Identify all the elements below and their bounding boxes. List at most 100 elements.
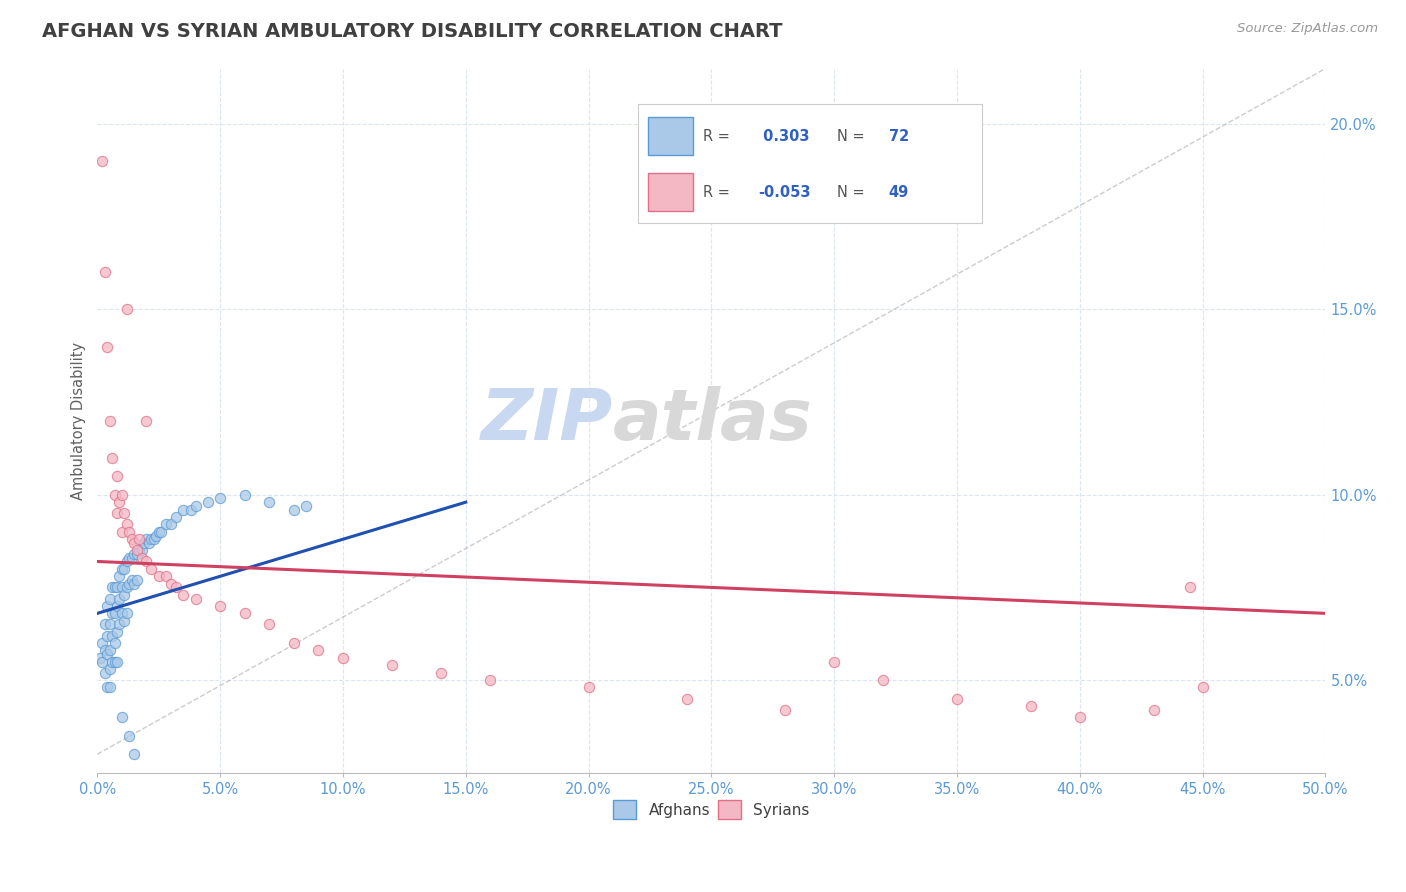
Point — [1180, 581, 1202, 595]
Point — [101, 629, 124, 643]
Point — [946, 691, 969, 706]
Text: Source: ZipAtlas.com: Source: ZipAtlas.com — [1237, 22, 1378, 36]
Point — [118, 550, 141, 565]
Point — [112, 614, 135, 628]
Point — [103, 581, 125, 595]
Point — [111, 607, 134, 621]
Point — [111, 562, 134, 576]
Point — [148, 524, 170, 539]
Point — [105, 599, 128, 613]
Point — [479, 673, 502, 687]
Point — [165, 581, 187, 595]
Point — [111, 710, 134, 724]
Point — [283, 636, 305, 650]
Point — [150, 524, 173, 539]
Point — [160, 517, 183, 532]
Point — [138, 536, 160, 550]
Point — [233, 607, 256, 621]
Point — [135, 554, 157, 568]
Point — [96, 599, 118, 613]
Point — [332, 650, 354, 665]
Point — [165, 510, 187, 524]
Point — [172, 502, 194, 516]
Point — [105, 506, 128, 520]
Point — [111, 488, 134, 502]
Point — [91, 655, 114, 669]
Point — [108, 617, 131, 632]
Point — [259, 495, 281, 509]
Point — [125, 547, 148, 561]
Point — [96, 681, 118, 695]
Point — [101, 655, 124, 669]
Point — [108, 569, 131, 583]
Point — [307, 643, 329, 657]
Point — [148, 569, 170, 583]
Point — [135, 533, 157, 547]
Point — [91, 154, 114, 169]
Point — [1191, 681, 1213, 695]
Point — [108, 495, 131, 509]
Point — [91, 636, 114, 650]
Point — [121, 573, 143, 587]
Point — [872, 673, 894, 687]
Point — [115, 302, 138, 317]
Point — [118, 576, 141, 591]
Point — [122, 576, 145, 591]
Point — [1142, 703, 1164, 717]
Point — [98, 591, 121, 606]
Point — [676, 691, 699, 706]
Point — [128, 543, 150, 558]
Point — [125, 573, 148, 587]
Point — [160, 576, 183, 591]
Point — [131, 543, 153, 558]
Point — [197, 495, 219, 509]
Point — [112, 588, 135, 602]
Point — [209, 599, 232, 613]
Point — [1069, 710, 1091, 724]
Point — [125, 543, 148, 558]
Point — [111, 581, 134, 595]
Point — [121, 550, 143, 565]
Point — [155, 517, 177, 532]
Point — [128, 533, 150, 547]
Point — [773, 703, 796, 717]
Point — [108, 591, 131, 606]
Point — [141, 533, 163, 547]
Point — [93, 265, 115, 279]
Point — [115, 581, 138, 595]
Point — [823, 655, 845, 669]
Point — [98, 662, 121, 676]
Point — [122, 536, 145, 550]
Point — [259, 617, 281, 632]
Text: ZIP: ZIP — [481, 386, 613, 455]
Point — [1019, 699, 1042, 714]
Point — [233, 488, 256, 502]
Point — [98, 681, 121, 695]
Point — [103, 655, 125, 669]
Text: atlas: atlas — [613, 386, 813, 455]
Point — [105, 469, 128, 483]
Point — [98, 617, 121, 632]
Point — [103, 607, 125, 621]
Point — [142, 533, 165, 547]
Point — [89, 650, 111, 665]
Point — [118, 729, 141, 743]
Point — [112, 562, 135, 576]
Point — [145, 528, 167, 542]
Point — [122, 547, 145, 561]
Point — [103, 636, 125, 650]
Point — [98, 414, 121, 428]
Point — [101, 607, 124, 621]
Point — [118, 524, 141, 539]
Legend: Afghans, Syrians: Afghans, Syrians — [607, 794, 815, 825]
Point — [105, 581, 128, 595]
Point — [96, 629, 118, 643]
Point — [132, 536, 155, 550]
Point — [105, 624, 128, 639]
Point — [122, 747, 145, 762]
Point — [96, 339, 118, 353]
Point — [96, 647, 118, 661]
Point — [135, 414, 157, 428]
Point — [578, 681, 600, 695]
Point — [184, 591, 207, 606]
